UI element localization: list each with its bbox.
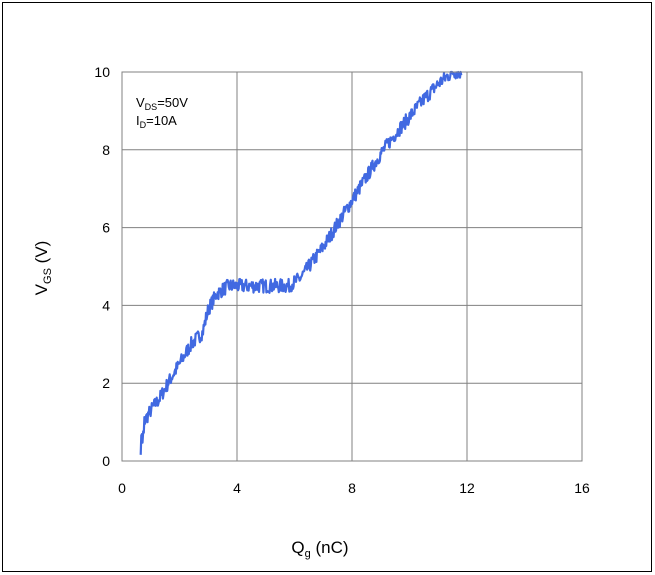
series-line-vgs — [139, 70, 463, 455]
x-tick-label: 12 — [459, 480, 475, 496]
y-tick-label: 0 — [102, 453, 110, 469]
y-tick-label: 6 — [102, 220, 110, 236]
annotation-vds: VDS=50V — [136, 95, 188, 112]
y-tick-label: 8 — [102, 142, 110, 158]
plot-border — [121, 71, 583, 462]
y-tick-label: 4 — [102, 297, 110, 313]
x-tick-labels: 0 4 8 12 16 — [118, 480, 590, 496]
y-axis-label: VGS (V) — [32, 241, 54, 296]
annotation-id: ID=10A — [136, 113, 177, 130]
y-tick-label: 10 — [94, 64, 110, 80]
grid — [121, 71, 583, 462]
x-tick-label: 0 — [118, 480, 126, 496]
y-tick-label: 2 — [102, 375, 110, 391]
x-axis-label: Qg (nC) — [291, 538, 348, 560]
x-tick-label: 8 — [348, 480, 356, 496]
x-tick-label: 16 — [574, 480, 590, 496]
x-tick-label: 4 — [233, 480, 241, 496]
y-tick-labels: 0 2 4 6 8 10 — [94, 64, 110, 469]
